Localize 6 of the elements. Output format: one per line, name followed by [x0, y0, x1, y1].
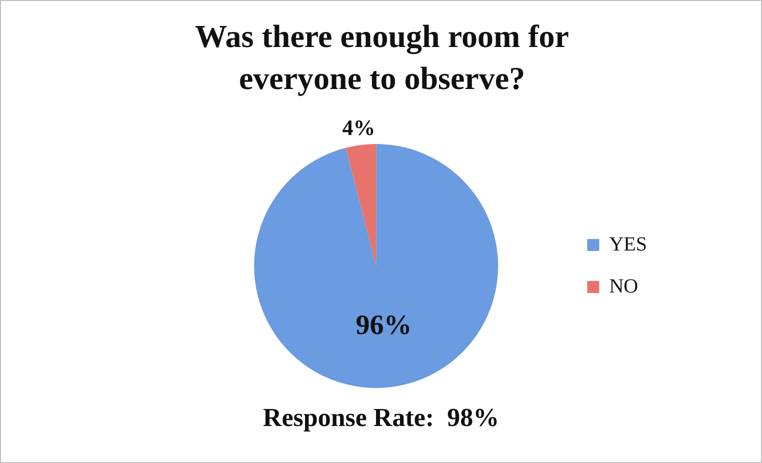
legend-label: YES: [609, 233, 648, 256]
legend-label: NO: [609, 275, 638, 298]
text: Response Rate: 98%: [262, 403, 500, 433]
chart-title: Was there enough room for everyone to observe?: [194, 17, 570, 98]
data-label: 4%: [342, 114, 376, 140]
data-label: 96%: [356, 310, 412, 341]
